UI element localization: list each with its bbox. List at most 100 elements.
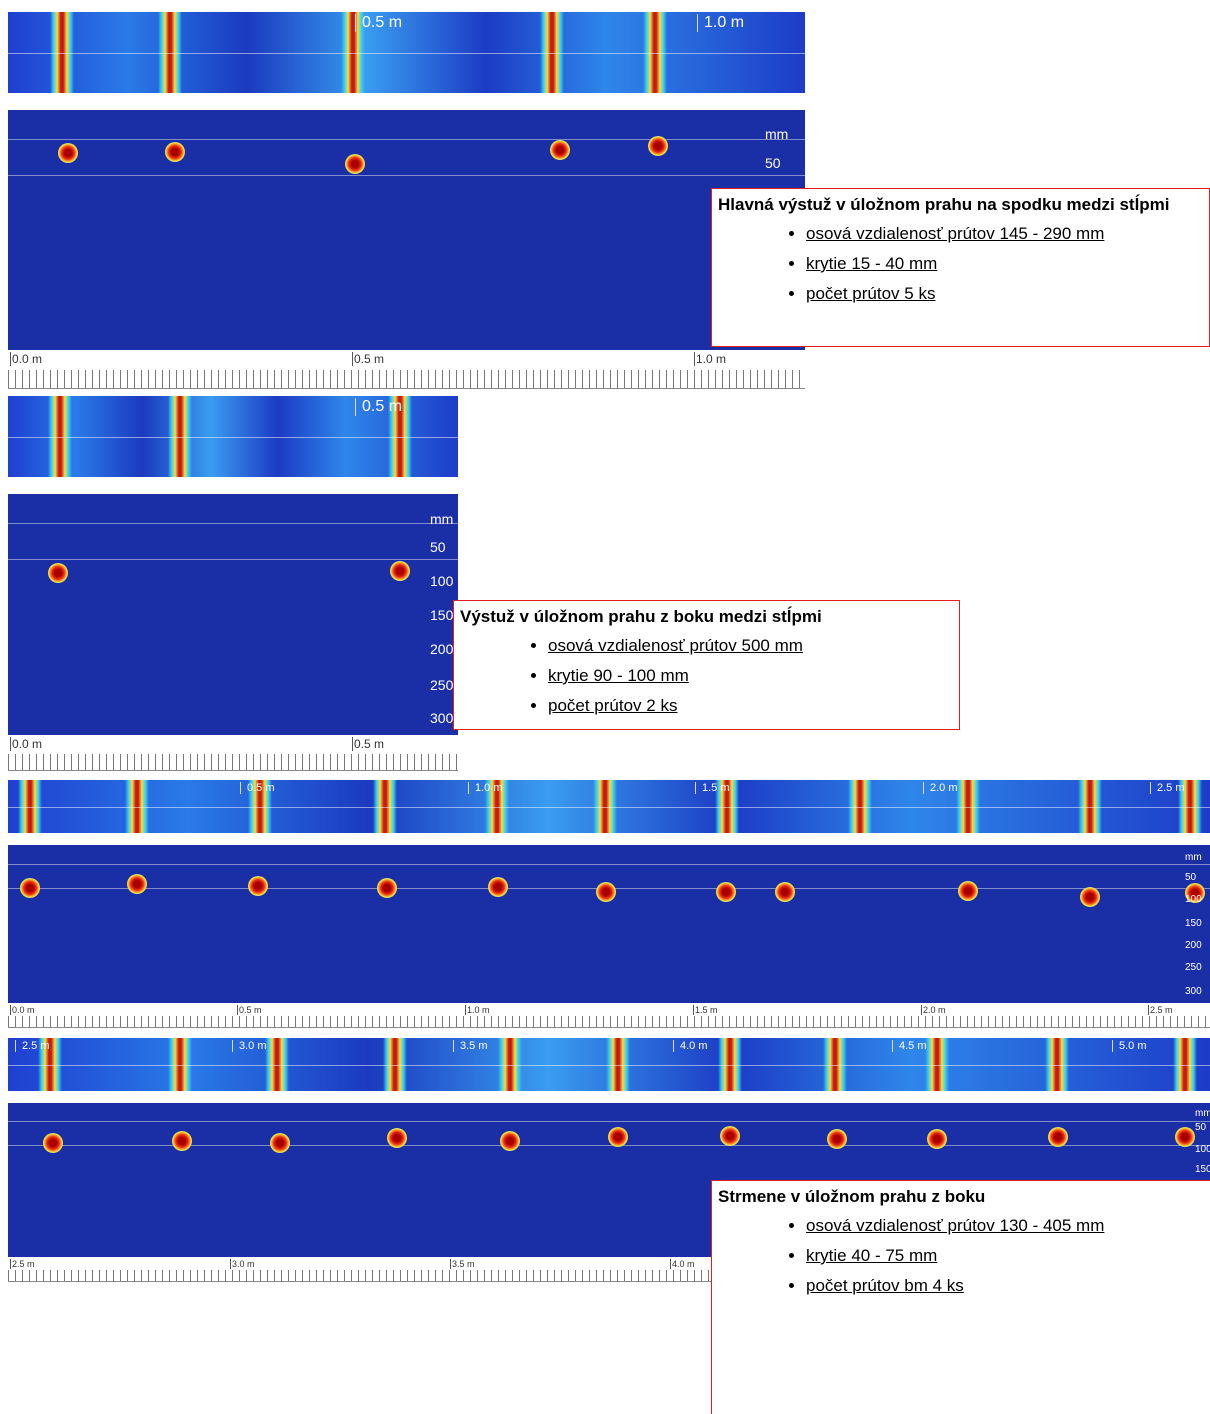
depth-label: mm [1185, 852, 1202, 863]
note-list: osová vzdialenosť prútov 500 mmkrytie 90… [460, 631, 953, 721]
strip-label: 3.0 m [232, 1040, 273, 1052]
note-item: krytie 15 - 40 mm [806, 249, 1203, 279]
depth-label: 50 [430, 539, 446, 555]
note-title: Hlavná výstuž v úložnom prahu na spodku … [718, 193, 1203, 217]
ruler-label: 2.0 m [921, 1005, 946, 1015]
rebar-dot [488, 877, 508, 897]
note-list: osová vzdialenosť prútov 130 - 405 mmkry… [718, 1211, 1210, 1301]
depth-label: 50 [765, 155, 781, 171]
note-item: počet prútov 5 ks [806, 279, 1203, 309]
scan-strip: 0.5 m [8, 396, 458, 477]
scan-line [8, 437, 458, 438]
rebar-dot [390, 561, 410, 581]
note-box: Strmene v úložnom prahu z bokuosová vzdi… [711, 1180, 1210, 1414]
strip-label: 2.0 m [923, 782, 964, 794]
depth-label: mm [1195, 1108, 1210, 1119]
strip-label: 1.0 m [468, 782, 509, 794]
ruler-ticks [8, 370, 805, 388]
depth-label: 150 [430, 607, 453, 623]
ruler-label: 0.5 m [352, 352, 384, 366]
note-box: Hlavná výstuž v úložnom prahu na spodku … [711, 188, 1210, 347]
ruler-label: 3.5 m [450, 1259, 475, 1269]
strip-label: 2.5 m [1150, 782, 1191, 794]
depth-label: 200 [430, 641, 453, 657]
ruler-label: 1.0 m [694, 352, 726, 366]
scan-line [8, 53, 805, 54]
note-title: Strmene v úložnom prahu z boku [718, 1185, 1210, 1209]
rebar-dot [172, 1131, 192, 1151]
ruler-label: 3.0 m [230, 1259, 255, 1269]
scan-line [8, 1065, 1210, 1066]
depth-view: mm 50 [8, 110, 805, 350]
note-item: počet prútov 2 ks [548, 691, 953, 721]
guide-line [8, 139, 805, 140]
ruler-label: 1.0 m [465, 1005, 490, 1015]
rebar-dot [270, 1133, 290, 1153]
ruler-ticks [8, 754, 458, 771]
page: 0.5 m1.0 mmm500.0 m0.5 m1.0 m0.5 mmm5010… [0, 0, 1210, 1414]
rebar-dot [1080, 887, 1100, 907]
ruler-label: 1.5 m [693, 1005, 718, 1015]
guide-line [8, 559, 458, 560]
strip-label: 0.5 m [355, 398, 408, 416]
note-title: Výstuž v úložnom prahu z boku medzi stĺp… [460, 605, 953, 629]
ruler-label: 0.5 m [237, 1005, 262, 1015]
rebar-dot [775, 882, 795, 902]
scan-line [8, 807, 1210, 808]
ruler-label: 4.0 m [670, 1259, 695, 1269]
note-item: osová vzdialenosť prútov 145 - 290 mm [806, 219, 1203, 249]
rebar-dot [1048, 1127, 1068, 1147]
note-item: počet prútov bm 4 ks [806, 1271, 1210, 1301]
ruler-ticks [8, 1016, 1210, 1027]
rebar-dot [58, 143, 78, 163]
rebar-dot [550, 140, 570, 160]
strip-label: 2.5 m [15, 1040, 56, 1052]
strip-label: 5.0 m [1112, 1040, 1153, 1052]
rebar-dot [248, 876, 268, 896]
note-item: krytie 90 - 100 mm [548, 661, 953, 691]
ruler: 0.0 m 0.5 m 1.0 m 1.5 m 2.0 m 2.5 m [8, 1005, 1210, 1028]
rebar-dot [608, 1127, 628, 1147]
depth-label: 100 [1185, 894, 1202, 905]
note-item: osová vzdialenosť prútov 500 mm [548, 631, 953, 661]
depth-label: 300 [430, 710, 453, 726]
ruler-label: 2.5 m [1148, 1005, 1173, 1015]
depth-label: 100 [430, 573, 453, 589]
note-box: Výstuž v úložnom prahu z boku medzi stĺp… [453, 600, 960, 730]
rebar-dot [48, 563, 68, 583]
guide-line [8, 1121, 1210, 1122]
rebar-dot [716, 882, 736, 902]
strip-label: 3.5 m [453, 1040, 494, 1052]
depth-label: 250 [1185, 962, 1202, 973]
note-item: krytie 40 - 75 mm [806, 1241, 1210, 1271]
depth-label: 50 [1195, 1122, 1206, 1133]
guide-line [8, 175, 805, 176]
rebar-dot [720, 1126, 740, 1146]
depth-label: 100 [1195, 1144, 1210, 1155]
strip-label: 0.5 m [355, 14, 408, 32]
rebar-dot [165, 142, 185, 162]
scan-strip: 0.5 m 1.0 m [8, 12, 805, 93]
rebar-dot [345, 154, 365, 174]
ruler-label: 0.0 m [10, 737, 42, 751]
rebar-dot [648, 136, 668, 156]
depth-label: 150 [1185, 918, 1202, 929]
ruler-label: 0.0 m [10, 1005, 35, 1015]
depth-label: 50 [1185, 872, 1196, 883]
rebar-dot [1175, 1127, 1195, 1147]
rebar-dot [377, 878, 397, 898]
note-list: osová vzdialenosť prútov 145 - 290 mmkry… [718, 219, 1203, 309]
rebar-dot [596, 882, 616, 902]
note-item: osová vzdialenosť prútov 130 - 405 mm [806, 1211, 1210, 1241]
strip-label: 1.0 m [697, 14, 750, 32]
rebar-dot [20, 878, 40, 898]
depth-label: mm [765, 126, 788, 142]
rebar-dot [43, 1133, 63, 1153]
rebar-dot [500, 1131, 520, 1151]
